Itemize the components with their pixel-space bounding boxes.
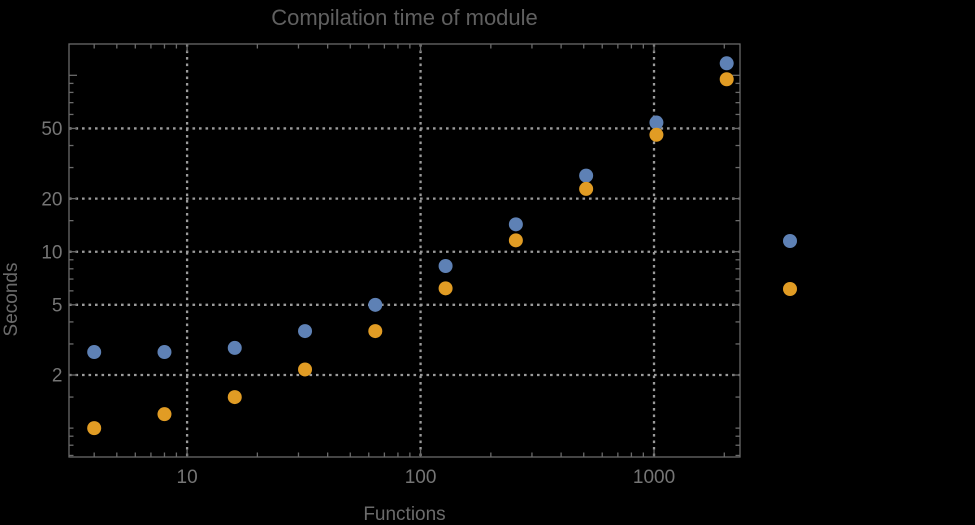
chart-title: Compilation time of module <box>271 5 538 30</box>
data-point-orange <box>508 233 523 248</box>
data-point-blue <box>298 324 313 339</box>
data-point-blue <box>649 115 664 130</box>
data-point-blue <box>719 56 734 71</box>
x-tick-label: 100 <box>405 467 437 488</box>
data-point-blue <box>157 345 172 360</box>
data-point-blue <box>579 168 594 183</box>
y-tick-label: 50 <box>41 119 62 140</box>
data-point-orange <box>579 181 594 196</box>
data-point-blue <box>227 340 242 355</box>
data-point-blue <box>87 345 102 360</box>
data-point-orange <box>368 324 383 339</box>
data-point-orange <box>227 390 242 405</box>
data-point-orange <box>157 407 172 422</box>
data-point-blue <box>368 297 383 312</box>
y-axis-label: Seconds <box>1 263 22 337</box>
data-point-blue <box>508 217 523 232</box>
legend-marker-orange <box>783 282 797 296</box>
x-tick-label: 10 <box>177 467 198 488</box>
x-axis-label: Functions <box>363 504 445 525</box>
data-point-orange <box>87 421 102 436</box>
y-tick-label: 5 <box>52 295 63 316</box>
plot-frame <box>68 43 741 458</box>
data-point-orange <box>438 281 453 296</box>
data-point-orange <box>298 362 313 377</box>
data-point-blue <box>438 258 453 273</box>
y-tick-label: 2 <box>52 366 63 387</box>
y-tick-label: 10 <box>41 242 62 263</box>
y-tick-label: 20 <box>41 189 62 210</box>
x-tick-label: 1000 <box>633 467 675 488</box>
data-point-orange <box>649 127 664 142</box>
legend-marker-blue <box>783 234 797 248</box>
data-point-orange <box>719 72 734 87</box>
